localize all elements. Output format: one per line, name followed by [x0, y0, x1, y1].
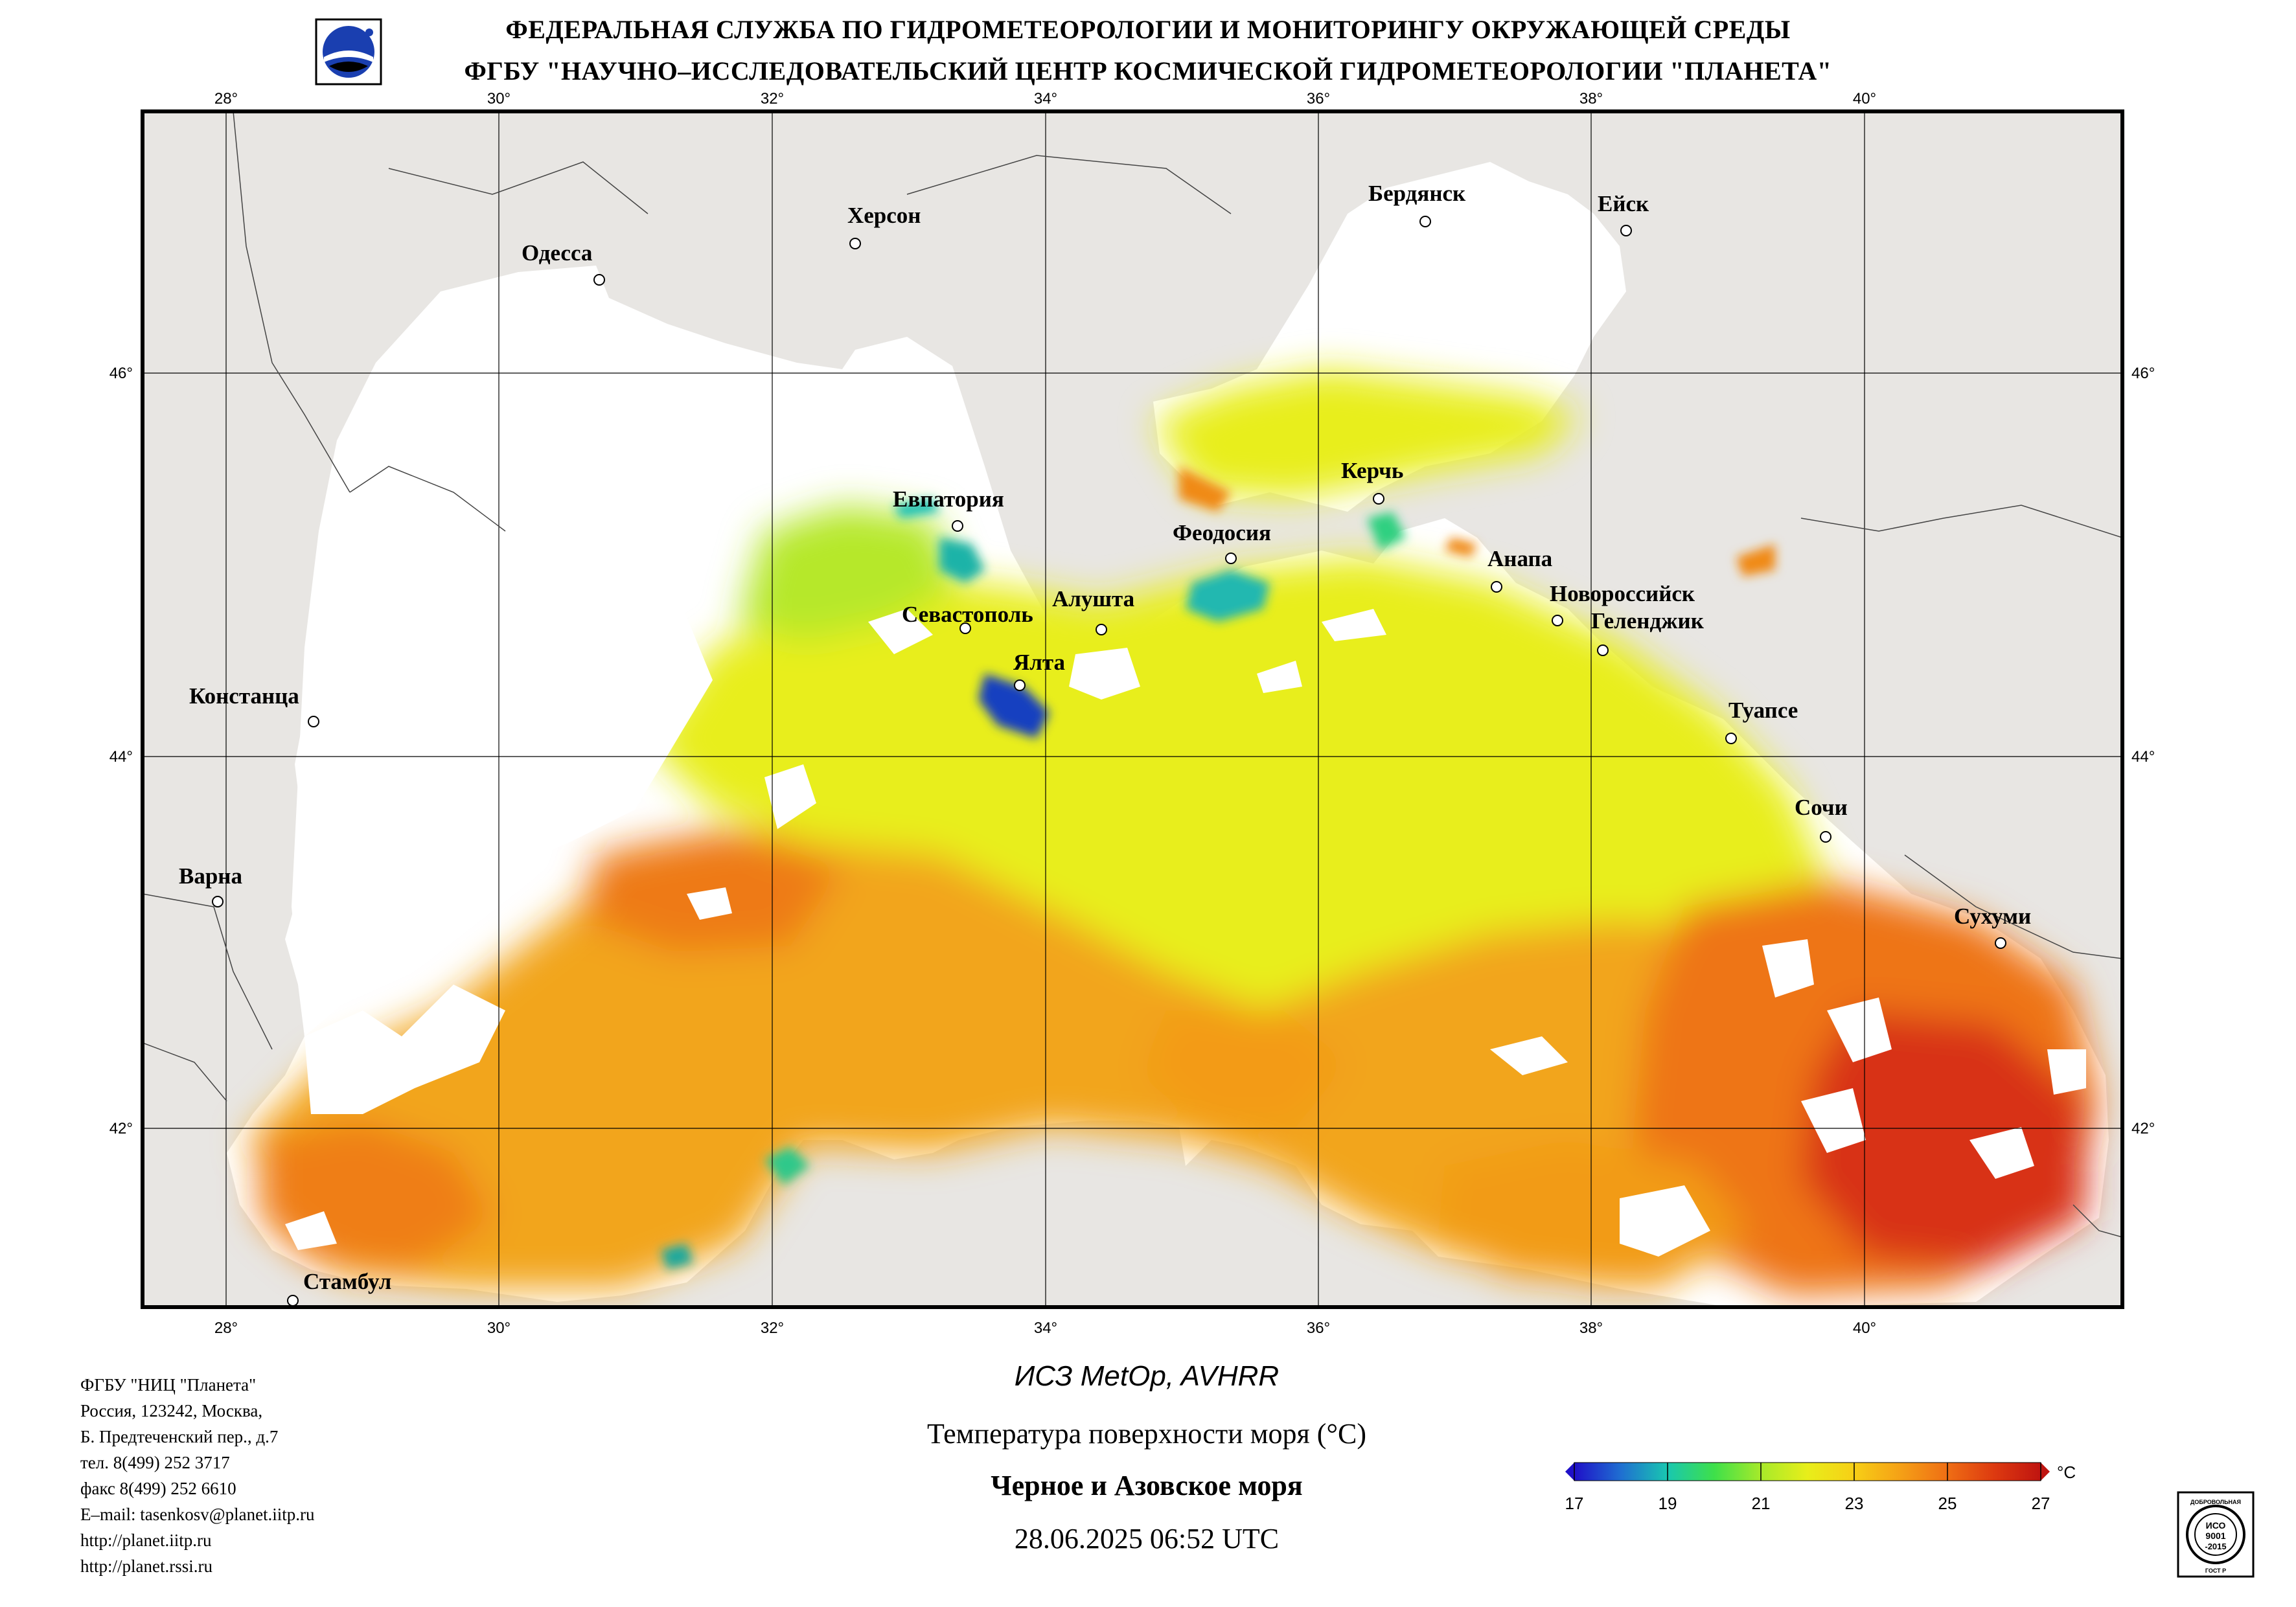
- lon-label: 36°: [1307, 90, 1330, 108]
- svg-text:ИСО: ИСО: [2206, 1520, 2226, 1531]
- sst-data-layer: [246, 369, 2099, 1295]
- colorbar-tick: 17: [1565, 1494, 1584, 1513]
- city-label-kherson: Херсон: [847, 203, 921, 228]
- lon-label: 40°: [1853, 1319, 1876, 1337]
- lat-label: 46°: [109, 365, 133, 382]
- region-caption: Черное и Азовское моря: [991, 1470, 1303, 1501]
- svg-text:ДОБРОВОЛЬНАЯ: ДОБРОВОЛЬНАЯ: [2190, 1499, 2241, 1505]
- svg-text:9001: 9001: [2205, 1531, 2225, 1541]
- city-markers: [212, 216, 2006, 1306]
- colorbar-tick: 21: [1752, 1494, 1771, 1513]
- city-label-kerch: Керчь: [1341, 458, 1403, 483]
- lon-label: 36°: [1307, 1319, 1330, 1337]
- temperature-colorbar: 17 19 21 23 25 27 °C: [1565, 1462, 2076, 1513]
- city-label-constanta: Констанца: [189, 683, 299, 709]
- header-line-1: ФЕДЕРАЛЬНАЯ СЛУЖБА ПО ГИДРОМЕТЕОРОЛОГИИ …: [505, 15, 1791, 44]
- colorbar-tick: 25: [1938, 1494, 1957, 1513]
- city-label-novorossiysk: Новороссийск: [1550, 581, 1695, 606]
- contact-line: Б. Предтеченский пер., д.7: [80, 1427, 279, 1446]
- lon-label: 38°: [1579, 90, 1603, 108]
- svg-text:ГОСТ Р: ГОСТ Р: [2205, 1567, 2226, 1574]
- map-frame: [141, 109, 2124, 1309]
- lat-labels-right: 46° 44° 42°: [2131, 365, 2155, 1137]
- city-label-sevastopol: Севастополь: [902, 602, 1033, 627]
- city-label-sukhumi: Сухуми: [1954, 904, 2031, 929]
- satellite-caption: ИСЗ MetOp, AVHRR: [1014, 1360, 1280, 1392]
- colorbar-tick: 19: [1659, 1494, 1677, 1513]
- contact-line: тел. 8(499) 252 3717: [80, 1453, 230, 1472]
- contact-url: http://planet.iitp.ru: [80, 1531, 212, 1550]
- contact-line: Россия, 123242, Москва,: [80, 1401, 263, 1420]
- no-data-areas: [285, 557, 2086, 1257]
- contact-line: ФГБУ "НИЦ "Планета": [80, 1375, 257, 1395]
- city-label-anapa: Анапа: [1487, 546, 1552, 571]
- iso-certification-badge: ДОБРОВОЛЬНАЯ ИСО 9001 -2015 ГОСТ Р: [2177, 1491, 2255, 1578]
- lon-label: 38°: [1579, 1319, 1603, 1337]
- lon-label: 28°: [214, 1319, 238, 1337]
- colorbar-unit: °C: [2057, 1463, 2076, 1482]
- lon-labels-bottom: 28° 30° 32° 34° 36° 38° 40°: [214, 1319, 1876, 1337]
- city-label-yalta: Ялта: [1013, 650, 1065, 675]
- city-label-berdyansk: Бердянск: [1368, 181, 1466, 206]
- lat-label: 42°: [2131, 1120, 2155, 1137]
- city-label-feodosia: Феодосия: [1173, 520, 1271, 545]
- svg-text:-2015: -2015: [2205, 1542, 2226, 1551]
- lon-label: 32°: [761, 90, 784, 108]
- city-label-yeysk: Ейск: [1598, 191, 1649, 216]
- city-label-varna: Варна: [179, 863, 242, 889]
- contact-url: http://planet.rssi.ru: [80, 1556, 212, 1576]
- city-label-odessa: Одесса: [522, 240, 592, 266]
- lon-label: 34°: [1034, 1319, 1057, 1337]
- lat-label: 42°: [109, 1120, 133, 1137]
- city-label-gelendzhik: Геленджик: [1591, 608, 1705, 633]
- graticule: [143, 111, 2122, 1307]
- colorbar-tick: 23: [1845, 1494, 1864, 1513]
- lon-labels-top: 28° 30° 32° 34° 36° 38° 40°: [214, 90, 1876, 108]
- city-labels: Одесса Херсон Бердянск Ейск Керчь Евпато…: [179, 181, 2031, 1294]
- lon-label: 34°: [1034, 90, 1057, 108]
- header-line-2: ФГБУ "НАУЧНО–ИССЛЕДОВАТЕЛЬСКИЙ ЦЕНТР КОС…: [464, 56, 1832, 85]
- lon-label: 28°: [214, 90, 238, 108]
- city-label-sochi: Сочи: [1795, 795, 1848, 820]
- contact-info: ФГБУ "НИЦ "Планета" Россия, 123242, Моск…: [80, 1372, 315, 1579]
- lon-label: 30°: [487, 1319, 511, 1337]
- city-label-yevpatoria: Евпатория: [893, 486, 1004, 512]
- city-label-istanbul: Стамбул: [303, 1269, 391, 1294]
- contact-email: E–mail: tasenkosv@planet.iitp.ru: [80, 1505, 315, 1524]
- lat-label: 44°: [109, 748, 133, 766]
- lat-label: 46°: [2131, 365, 2155, 382]
- lat-label: 44°: [2131, 748, 2155, 766]
- city-label-alushta: Алушта: [1052, 586, 1134, 611]
- lon-label: 32°: [761, 1319, 784, 1337]
- lat-labels-left: 46° 44° 42°: [109, 365, 133, 1137]
- contact-line: факс 8(499) 252 6610: [80, 1479, 236, 1498]
- city-label-tuapse: Туапсе: [1728, 698, 1798, 723]
- lon-label: 40°: [1853, 90, 1876, 108]
- colorbar-tick: 27: [2032, 1494, 2050, 1513]
- parameter-caption: Температура поверхности моря (°С): [926, 1418, 1367, 1450]
- planeta-logo: [315, 18, 382, 85]
- lon-label: 30°: [487, 90, 511, 108]
- datetime-caption: 28.06.2025 06:52 UTC: [1014, 1523, 1280, 1555]
- borders: [143, 111, 2122, 1238]
